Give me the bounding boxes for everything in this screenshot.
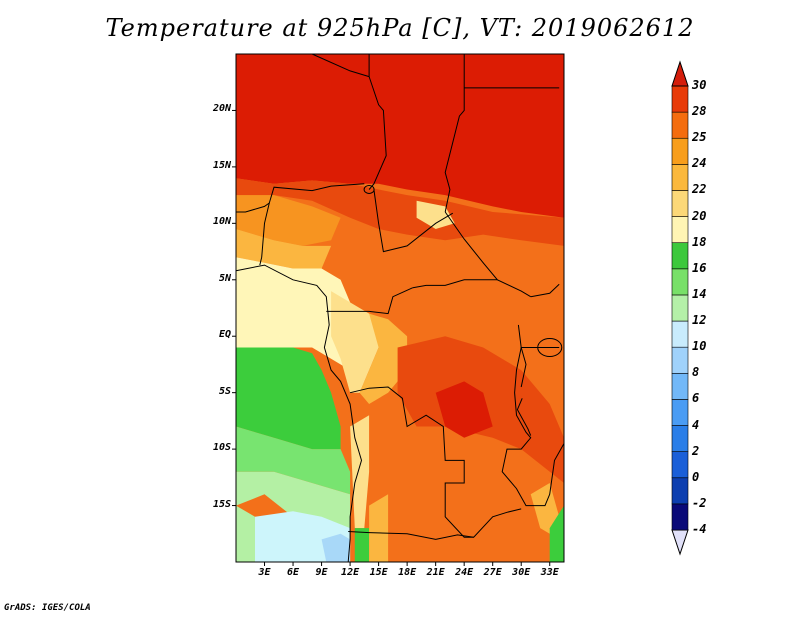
border-line bbox=[412, 279, 498, 289]
lon-tick-label: 6E bbox=[287, 567, 300, 578]
lon-tick-label: 24E bbox=[455, 567, 474, 578]
colorbar-tick-label: 18 bbox=[692, 234, 707, 249]
field-region bbox=[549, 505, 564, 562]
lon-tick-label: 3E bbox=[258, 567, 271, 578]
border-line bbox=[348, 508, 522, 540]
colorbar-band bbox=[671, 451, 689, 479]
field-region bbox=[321, 533, 351, 562]
colorbar-tick-label: 14 bbox=[692, 286, 707, 301]
colorbar-tick-label: 4 bbox=[692, 417, 700, 432]
colorbar-band bbox=[671, 242, 689, 270]
field-region bbox=[236, 257, 370, 382]
colorbar-band bbox=[671, 60, 689, 87]
lat-tick-label: 20N bbox=[212, 103, 231, 115]
field-region bbox=[236, 195, 341, 246]
border-line bbox=[326, 287, 414, 315]
field-region bbox=[369, 494, 389, 562]
border-line bbox=[311, 53, 370, 78]
border-line bbox=[444, 211, 531, 298]
lon-tick-label: 18E bbox=[398, 567, 417, 578]
colorbar-tick-label: 8 bbox=[692, 365, 700, 380]
lat-tick-label: 5N bbox=[218, 272, 231, 284]
colorbar-band bbox=[671, 346, 689, 374]
field-region bbox=[359, 313, 408, 404]
lat-tick-label: 10S bbox=[212, 442, 231, 454]
lon-tick-label: 15E bbox=[369, 567, 388, 578]
border-line bbox=[236, 183, 365, 213]
lon-tick-label: 27E bbox=[483, 567, 502, 578]
border-line bbox=[235, 264, 363, 563]
colorbar-band bbox=[671, 190, 689, 217]
lat-ticks bbox=[232, 109, 236, 507]
temperature-field bbox=[236, 54, 564, 562]
colorbar-tick-label: 0 bbox=[692, 469, 700, 484]
border-line bbox=[373, 189, 454, 253]
colorbar-band bbox=[671, 268, 689, 296]
field-region bbox=[236, 347, 341, 450]
colorbar-band bbox=[671, 137, 689, 165]
border-line bbox=[530, 283, 560, 298]
colorbar-tick-label: 28 bbox=[692, 104, 707, 119]
colorbar-band bbox=[671, 529, 689, 556]
map-frame bbox=[235, 53, 565, 563]
border-line bbox=[349, 386, 474, 538]
colorbar-band bbox=[671, 425, 689, 452]
lat-tick-label: 10N bbox=[212, 216, 231, 228]
colorbar-tick-label: 6 bbox=[692, 391, 700, 406]
colorbar-band bbox=[671, 399, 689, 426]
colorbar-tick-label: 30 bbox=[692, 78, 707, 92]
field-region bbox=[236, 426, 351, 495]
border-line bbox=[444, 54, 465, 213]
colorbar-tick-label: -2 bbox=[692, 495, 707, 510]
colorbar-tick-label: 20 bbox=[692, 208, 707, 223]
border-line bbox=[516, 398, 532, 436]
colorbar-tick-label: 12 bbox=[692, 313, 707, 328]
field-region bbox=[350, 415, 370, 529]
colorbar-band bbox=[671, 477, 689, 505]
colorbar-band bbox=[671, 111, 689, 139]
colorbar-band bbox=[671, 294, 689, 322]
lat-tick-label: 5S bbox=[218, 385, 231, 397]
lon-tick-label: 9E bbox=[315, 567, 328, 578]
colorbar-band bbox=[671, 216, 689, 244]
colorbar-band bbox=[671, 320, 689, 348]
colorbar-tick-label: 24 bbox=[692, 156, 707, 171]
lake-victoria bbox=[537, 338, 563, 358]
colorbar-band bbox=[671, 503, 689, 531]
field-region bbox=[236, 178, 564, 246]
lon-tick-label: 33E bbox=[540, 567, 559, 578]
colorbar-tick-label: 25 bbox=[692, 130, 707, 145]
lat-tick-label: 15S bbox=[212, 498, 231, 510]
border-line bbox=[501, 347, 565, 507]
colorbar-tick-label: 10 bbox=[692, 339, 707, 354]
colorbar-tick-label: 22 bbox=[692, 182, 707, 197]
colorbar-tick-label: 2 bbox=[692, 443, 700, 458]
country-borders bbox=[235, 53, 565, 563]
field-region bbox=[435, 381, 493, 438]
credit-text: GrADS: IGES/COLA bbox=[4, 603, 91, 613]
field-region bbox=[416, 200, 455, 229]
lake-chad bbox=[363, 184, 375, 194]
field-region bbox=[236, 505, 255, 562]
chart-title: Temperature at 925hPa [C], VT: 201906261… bbox=[105, 14, 695, 42]
colorbar bbox=[671, 60, 689, 556]
lon-tick-label: 12E bbox=[341, 567, 360, 578]
lon-tick-label: 21E bbox=[426, 567, 445, 578]
field-region bbox=[236, 229, 332, 269]
colorbar-band bbox=[671, 372, 689, 400]
lon-tick-label: 30E bbox=[512, 567, 531, 578]
colorbar-tick-label: 16 bbox=[692, 260, 707, 275]
field-region bbox=[354, 528, 370, 562]
colorbar-band bbox=[671, 164, 689, 191]
field-region bbox=[236, 54, 564, 218]
lat-tick-label: EQ bbox=[218, 329, 231, 341]
lat-tick-label: 15N bbox=[212, 159, 231, 171]
colorbar-tick-label: -4 bbox=[692, 522, 707, 536]
lon-ticks bbox=[264, 562, 551, 566]
colorbar-band bbox=[671, 85, 689, 113]
border-line bbox=[520, 347, 527, 388]
border-line bbox=[517, 324, 560, 348]
border-line bbox=[259, 202, 270, 266]
